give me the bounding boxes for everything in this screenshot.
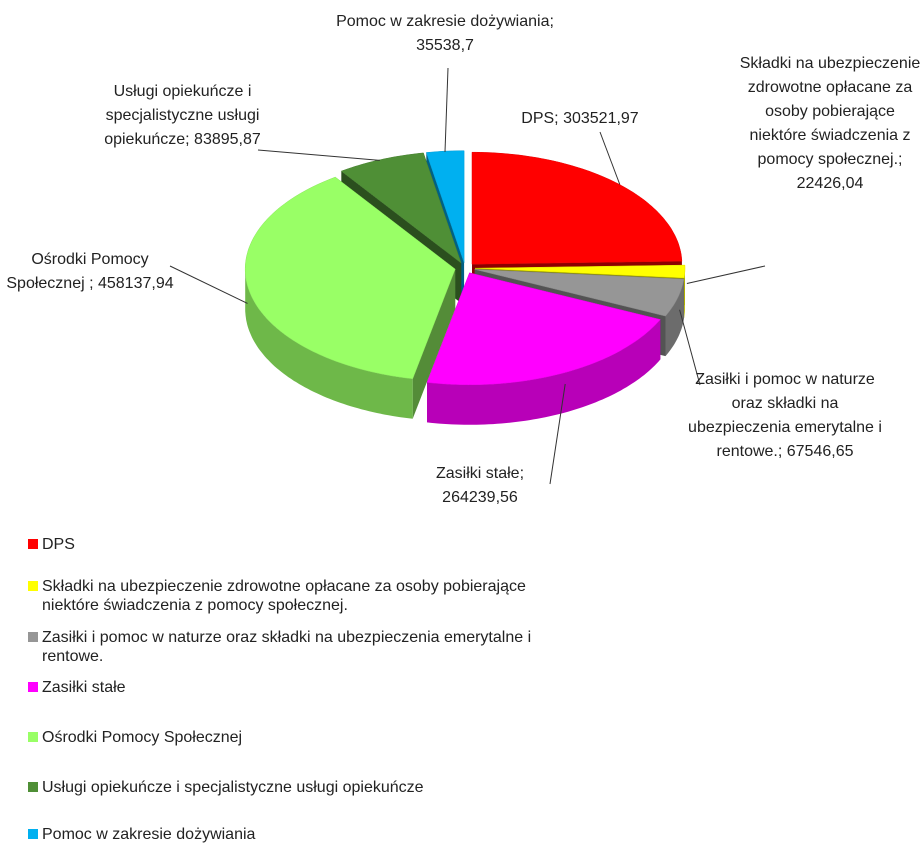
slice-wall bbox=[665, 279, 684, 357]
legend-label: Ośrodki Pomocy Społecznej bbox=[42, 729, 243, 746]
legend-label: DPS bbox=[42, 536, 75, 553]
slice-wall bbox=[245, 269, 413, 419]
data-label: Zasiłki stałe; 264239,56 bbox=[435, 465, 525, 506]
legend-swatch bbox=[28, 782, 38, 792]
data-label: Usługi opiekuńcze i specjalistyczne usłu… bbox=[104, 83, 261, 148]
slice bbox=[340, 152, 462, 264]
legend-label: Zasiłki stałe bbox=[42, 679, 126, 696]
legend-swatch bbox=[28, 829, 38, 839]
slice bbox=[474, 264, 686, 279]
leader-line bbox=[599, 131, 621, 185]
leader-line bbox=[679, 309, 701, 386]
legend-swatch bbox=[28, 682, 38, 692]
data-label: Zasiłki i pomoc w naturze oraz składki n… bbox=[688, 371, 882, 460]
data-label: DPS; 303521,97 bbox=[521, 110, 639, 127]
leader-line bbox=[549, 383, 566, 485]
legend-swatch bbox=[28, 581, 38, 591]
slice bbox=[426, 272, 661, 386]
slice bbox=[471, 151, 683, 265]
leader-line bbox=[444, 67, 449, 152]
legend-label: Składki na ubezpieczenie zdrowotne opłac… bbox=[42, 578, 526, 614]
data-label: Składki na ubezpieczenie zdrowotne opłac… bbox=[739, 55, 921, 192]
slice-wall bbox=[684, 268, 685, 318]
leader-line bbox=[686, 265, 766, 284]
legend-swatch bbox=[28, 632, 38, 642]
slice-wall bbox=[427, 319, 661, 425]
legend-swatch bbox=[28, 732, 38, 742]
legend-label: Zasiłki i pomoc w naturze oraz składki n… bbox=[42, 629, 532, 665]
leader-line bbox=[257, 149, 380, 161]
data-label: Pomoc w zakresie dożywiania; 35538,7 bbox=[336, 13, 554, 54]
slice-side bbox=[412, 269, 456, 419]
legend-label: Pomoc w zakresie dożywiania bbox=[42, 826, 256, 843]
data-label: Ośrodki Pomocy Społecznej ; 458137,94 bbox=[6, 251, 174, 292]
leader-line bbox=[169, 265, 248, 304]
legend-swatch bbox=[28, 539, 38, 549]
slice bbox=[474, 269, 685, 317]
slice bbox=[244, 176, 456, 379]
legend-label: Usługi opiekuńcze i specjalistyczne usłu… bbox=[42, 779, 424, 796]
